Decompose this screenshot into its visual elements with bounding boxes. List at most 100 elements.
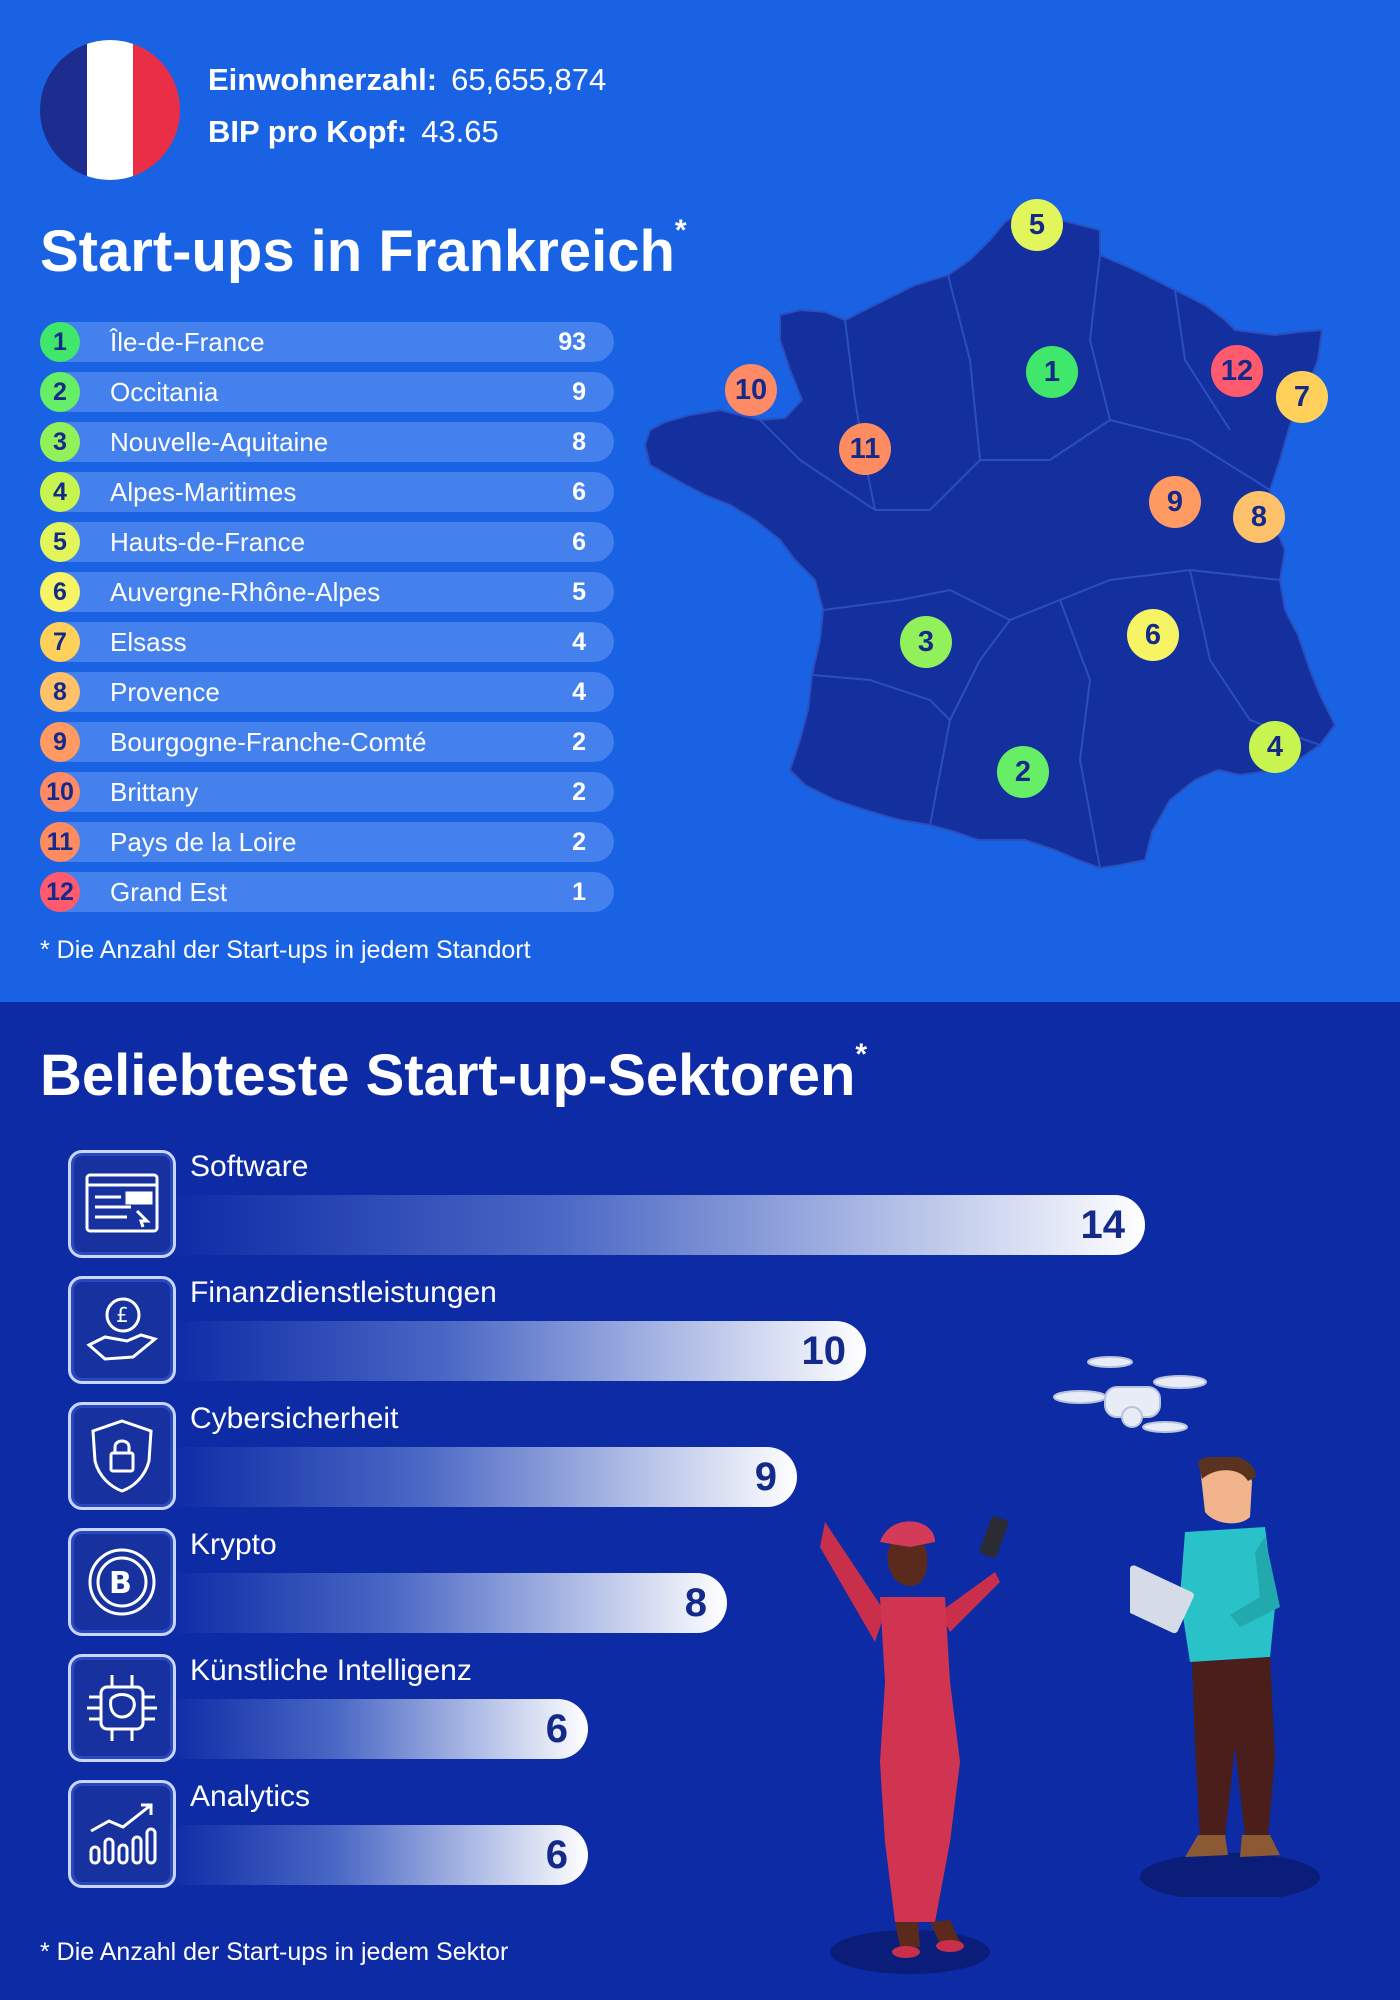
map-marker: 2 [997, 746, 1049, 798]
sector-bar-value: 9 [754, 1455, 777, 1499]
shield-lock-icon [68, 1402, 176, 1510]
sector-label: Cybersicherheit [190, 1402, 399, 1435]
gdp-value: 43.65 [421, 114, 499, 149]
region-rank-badge: 1 [40, 322, 80, 362]
sectors-footnote: * Die Anzahl der Start-ups in jedem Sekt… [40, 1938, 509, 1966]
region-row: 8 Provence 4 [40, 672, 614, 712]
region-name: Grand Est [110, 877, 228, 907]
sector-bar [170, 1573, 727, 1633]
region-rank-badge: 12 [40, 872, 80, 912]
region-rank-badge: 5 [40, 522, 80, 562]
region-rank-badge: 8 [40, 672, 80, 712]
bitcoin-icon: B [68, 1528, 176, 1636]
region-value: 8 [572, 428, 586, 456]
region-row: 9 Bourgogne-Franche-Comté 2 [40, 722, 614, 762]
region-name: Provence [110, 677, 220, 707]
gdp-label: BIP pro Kopf: [208, 114, 408, 149]
region-row: 10 Brittany 2 [40, 772, 614, 812]
region-value: 6 [572, 478, 586, 506]
map-marker: 7 [1276, 371, 1328, 423]
sectors-section: Beliebteste Start-up-Sektoren* Software 1… [0, 1002, 1400, 2000]
france-map [643, 210, 1337, 870]
map-marker: 1 [1026, 346, 1078, 398]
drone-illustration [1053, 1356, 1207, 1433]
region-rank-badge: 2 [40, 372, 80, 412]
sector-label: Analytics [190, 1780, 311, 1813]
region-rank-badge: 4 [40, 472, 80, 512]
gdp-stat: BIP pro Kopf: 43.65 [208, 114, 499, 150]
region-row: 4 Alpes-Maritimes 6 [40, 472, 614, 512]
ai-chip-brain-icon [68, 1654, 176, 1762]
sector-label: Software [190, 1150, 309, 1183]
region-value: 9 [572, 378, 586, 406]
region-value: 2 [572, 728, 586, 756]
regions-title: Start-ups in Frankreich* [40, 214, 687, 285]
sector-bar [170, 1825, 588, 1885]
region-value: 6 [572, 528, 586, 556]
sector-label: Künstliche Intelligenz [190, 1654, 472, 1687]
region-value: 5 [572, 578, 586, 606]
region-row: 7 Elsass 4 [40, 622, 614, 662]
map-marker: 12 [1211, 345, 1263, 397]
sector-label: Finanzdienstleistungen [190, 1276, 497, 1309]
flag-stripe-blue [40, 40, 87, 180]
map-marker: 8 [1233, 491, 1285, 543]
map-marker: 4 [1249, 721, 1301, 773]
sector-bar-value: 14 [1080, 1203, 1126, 1247]
region-row: 2 Occitania 9 [40, 372, 614, 412]
region-row: 11 Pays de la Loire 2 [40, 822, 614, 862]
flag-stripe-red [133, 40, 180, 180]
sector-bar [170, 1699, 588, 1759]
region-name: Nouvelle-Aquitaine [110, 427, 329, 457]
map-marker: 10 [725, 364, 777, 416]
svg-text:£: £ [116, 1303, 129, 1327]
sector-bar-value: 10 [801, 1329, 847, 1373]
region-name: Alpes-Maritimes [110, 477, 297, 507]
france-flag [40, 40, 180, 180]
sectors-title-mark: * [855, 1038, 868, 1071]
region-name: Elsass [110, 627, 187, 657]
svg-text:B: B [109, 1566, 132, 1601]
flag-stripe-white [86, 40, 134, 180]
region-value: 1 [572, 878, 586, 906]
region-rank-badge: 10 [40, 772, 80, 812]
sector-bar-value: 6 [545, 1707, 568, 1751]
region-rank-badge: 11 [40, 822, 80, 862]
region-rank-badge: 3 [40, 422, 80, 462]
population-stat: Einwohnerzahl: 65,655,874 [208, 62, 606, 98]
map-marker: 3 [900, 616, 952, 668]
sector-bar-value: 6 [545, 1833, 568, 1877]
region-row: 3 Nouvelle-Aquitaine 8 [40, 422, 614, 462]
browser-window-icon [68, 1150, 176, 1258]
region-rank-badge: 9 [40, 722, 80, 762]
region-name: Hauts-de-France [110, 527, 306, 557]
region-value: 2 [572, 778, 586, 806]
region-name: Île-de-France [110, 327, 265, 357]
region-name: Occitania [110, 377, 219, 407]
region-rank-badge: 6 [40, 572, 80, 612]
regions-section: Einwohnerzahl: 65,655,874 BIP pro Kopf: 43… [0, 0, 1400, 1002]
woman-illustration [820, 1516, 1009, 1974]
man-illustration [1130, 1457, 1320, 1897]
region-name: Brittany [110, 777, 199, 807]
region-value: 93 [558, 328, 586, 356]
region-name: Bourgogne-Franche-Comté [110, 727, 427, 757]
regions-title-text: Start-ups in Frankreich [40, 219, 675, 284]
pound-coin-hand-icon: £ [68, 1276, 176, 1384]
region-value: 4 [572, 628, 586, 656]
region-value: 2 [572, 828, 586, 856]
region-row: 12 Grand Est 1 [40, 872, 614, 912]
region-row: 6 Auvergne-Rhône-Alpes 5 [40, 572, 614, 612]
sectors-title-text: Beliebteste Start-up-Sektoren [40, 1043, 856, 1108]
region-row: 1 Île-de-France 93 [40, 322, 614, 362]
growth-chart-icon [68, 1780, 176, 1888]
sector-bar [170, 1195, 1145, 1255]
population-value: 65,655,874 [451, 62, 607, 97]
region-name: Pays de la Loire [110, 827, 297, 857]
sectors-title: Beliebteste Start-up-Sektoren* [40, 1038, 867, 1109]
region-rank-badge: 7 [40, 622, 80, 662]
sector-bar [170, 1321, 866, 1381]
region-row: 5 Hauts-de-France 6 [40, 522, 614, 562]
france-outline [643, 210, 1337, 870]
sector-bar-value: 8 [684, 1581, 707, 1625]
